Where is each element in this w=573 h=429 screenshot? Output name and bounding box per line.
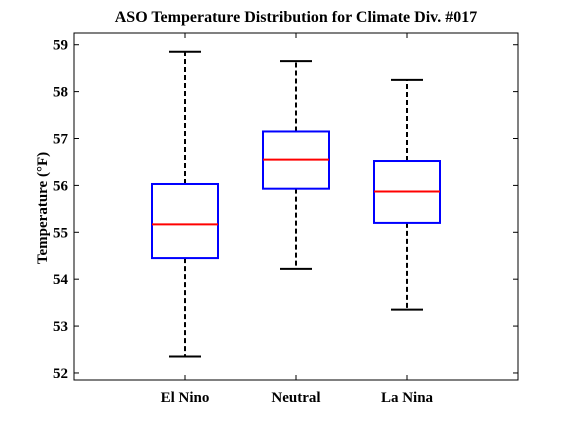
chart-title: ASO Temperature Distribution for Climate…: [115, 9, 478, 26]
y-tick-label: 56: [53, 178, 69, 194]
y-tick-label: 57: [53, 132, 69, 148]
y-tick-label: 54: [53, 272, 69, 288]
x-tick-label: Neutral: [271, 390, 320, 406]
box-series: [151, 50, 441, 358]
y-axis-label: Temperature (°F): [35, 152, 51, 264]
y-tick-label: 52: [53, 366, 68, 382]
y-tick-label: 55: [53, 225, 68, 241]
y-tick-label: 59: [53, 38, 68, 54]
box-neutral: [262, 60, 330, 270]
y-axis: 52 53 54 55 56 57 58 59: [53, 38, 518, 382]
y-tick-label: 53: [53, 319, 68, 335]
x-axis: El Nino Neutral La Nina: [161, 33, 434, 406]
x-tick-label: La Nina: [381, 390, 434, 406]
y-tick-label: 58: [53, 85, 68, 101]
iqr-box: [151, 182, 219, 260]
box-la-nina: [373, 78, 441, 311]
x-tick-label: El Nino: [161, 390, 210, 406]
box-el-nino: [151, 50, 219, 358]
